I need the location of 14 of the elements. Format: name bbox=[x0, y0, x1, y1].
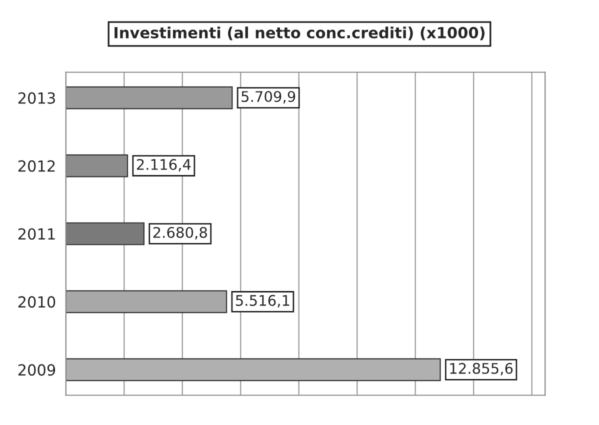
y-tick-label: 2013 bbox=[18, 92, 55, 104]
y-tick-label: 2012 bbox=[18, 160, 55, 172]
data-label: 2.680,8 bbox=[153, 226, 207, 240]
y-tick-label: 2011 bbox=[18, 228, 55, 240]
bar bbox=[66, 222, 145, 246]
data-label: 12.855,6 bbox=[450, 362, 513, 376]
bar bbox=[66, 290, 228, 314]
y-tick-label: 2009 bbox=[18, 364, 56, 376]
bar bbox=[66, 358, 441, 382]
chart-title: Investimenti (al netto conc.crediti) (x1000) bbox=[114, 26, 485, 40]
data-label: 5.516,1 bbox=[236, 294, 290, 308]
data-label: 2.116,4 bbox=[136, 158, 191, 172]
y-tick-label: 2010 bbox=[18, 296, 56, 308]
data-label: 5.709,9 bbox=[242, 91, 296, 104]
